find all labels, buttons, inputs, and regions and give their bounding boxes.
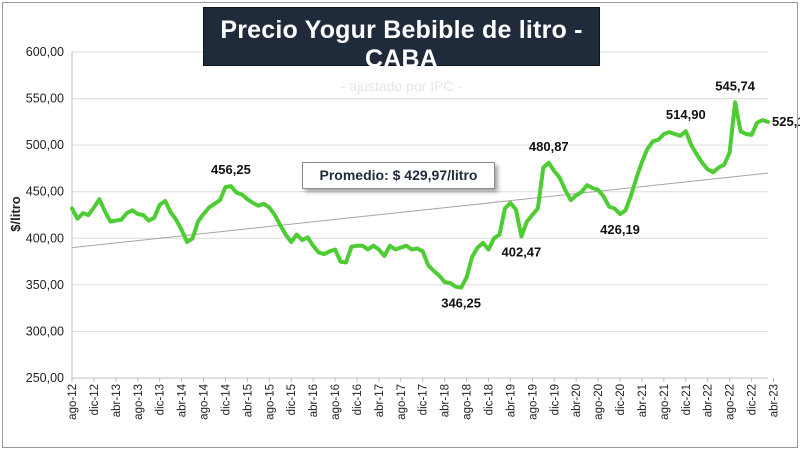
x-tick-label: dic-13 xyxy=(155,384,167,415)
x-tick-label: abr-22 xyxy=(703,384,715,417)
y-tick-label: 400,00 xyxy=(26,231,64,245)
x-tick-label: ago-20 xyxy=(593,384,605,420)
x-tick-label: ago-14 xyxy=(199,383,211,419)
y-tick-label: 550,00 xyxy=(26,92,64,106)
x-tick-label: ago-17 xyxy=(396,384,408,420)
data-label: 346,25 xyxy=(441,296,481,311)
chart-title: Precio Yogur Bebible de litro - CABA xyxy=(220,16,583,73)
x-tick-label: abr-21 xyxy=(637,384,649,417)
x-tick-label: ago-15 xyxy=(264,384,276,420)
x-tick-label: dic-21 xyxy=(681,384,693,415)
x-tick-label: ago-16 xyxy=(330,384,342,420)
data-label: 480,87 xyxy=(529,139,569,154)
x-tick-label: dic-15 xyxy=(286,384,298,415)
data-label: 402,47 xyxy=(502,244,542,259)
x-tick-label: abr-13 xyxy=(111,384,123,417)
y-tick-label: 300,00 xyxy=(26,324,64,338)
x-tick-label: dic-20 xyxy=(615,384,627,415)
data-label: 545,74 xyxy=(715,78,756,93)
x-tick-label: abr-16 xyxy=(308,384,320,417)
x-tick-label: ago-21 xyxy=(659,384,671,420)
x-tick-label: dic-17 xyxy=(418,384,430,415)
data-label: 456,25 xyxy=(211,162,251,177)
x-tick-label: abr-14 xyxy=(177,383,189,417)
x-tick-label: ago-18 xyxy=(462,384,474,420)
x-tick-label: dic-19 xyxy=(549,384,561,415)
x-tick-label: dic-18 xyxy=(484,384,496,415)
x-tick-label: dic-16 xyxy=(352,384,364,415)
data-label: 426,19 xyxy=(600,222,640,237)
y-tick-label: 350,00 xyxy=(26,278,64,292)
y-axis-label: $/litro xyxy=(8,196,23,231)
x-tick-label: dic-12 xyxy=(89,384,101,415)
x-tick-label: abr-18 xyxy=(440,384,452,417)
y-tick-label: 450,00 xyxy=(26,185,64,199)
x-tick-label: ago-19 xyxy=(527,384,539,420)
y-tick-label: 600,00 xyxy=(26,45,64,59)
x-tick-label: abr-19 xyxy=(505,384,517,417)
data-label: 525,12 xyxy=(772,114,800,129)
x-tick-label: abr-20 xyxy=(571,384,583,417)
title-box: Precio Yogur Bebible de litro - CABA - a… xyxy=(203,7,600,94)
x-tick-label: abr-23 xyxy=(768,384,780,417)
average-label: Promedio: $ 429,97/litro xyxy=(302,162,495,189)
chart-subtitle: - ajustado por IPC - xyxy=(340,78,463,94)
x-tick-label: abr-15 xyxy=(242,384,254,417)
x-tick-label: ago-13 xyxy=(133,384,145,420)
x-tick-label: dic-14 xyxy=(220,383,232,415)
y-tick-label: 500,00 xyxy=(26,138,64,152)
y-tick-label: 250,00 xyxy=(26,371,64,385)
data-label: 514,90 xyxy=(666,107,706,122)
x-tick-label: dic-22 xyxy=(747,384,759,415)
series-line xyxy=(70,100,770,290)
x-tick-label: ago-22 xyxy=(725,384,737,420)
x-tick-label: ago-12 xyxy=(67,384,79,420)
x-tick-label: abr-17 xyxy=(374,384,386,417)
trend-line xyxy=(71,172,769,249)
